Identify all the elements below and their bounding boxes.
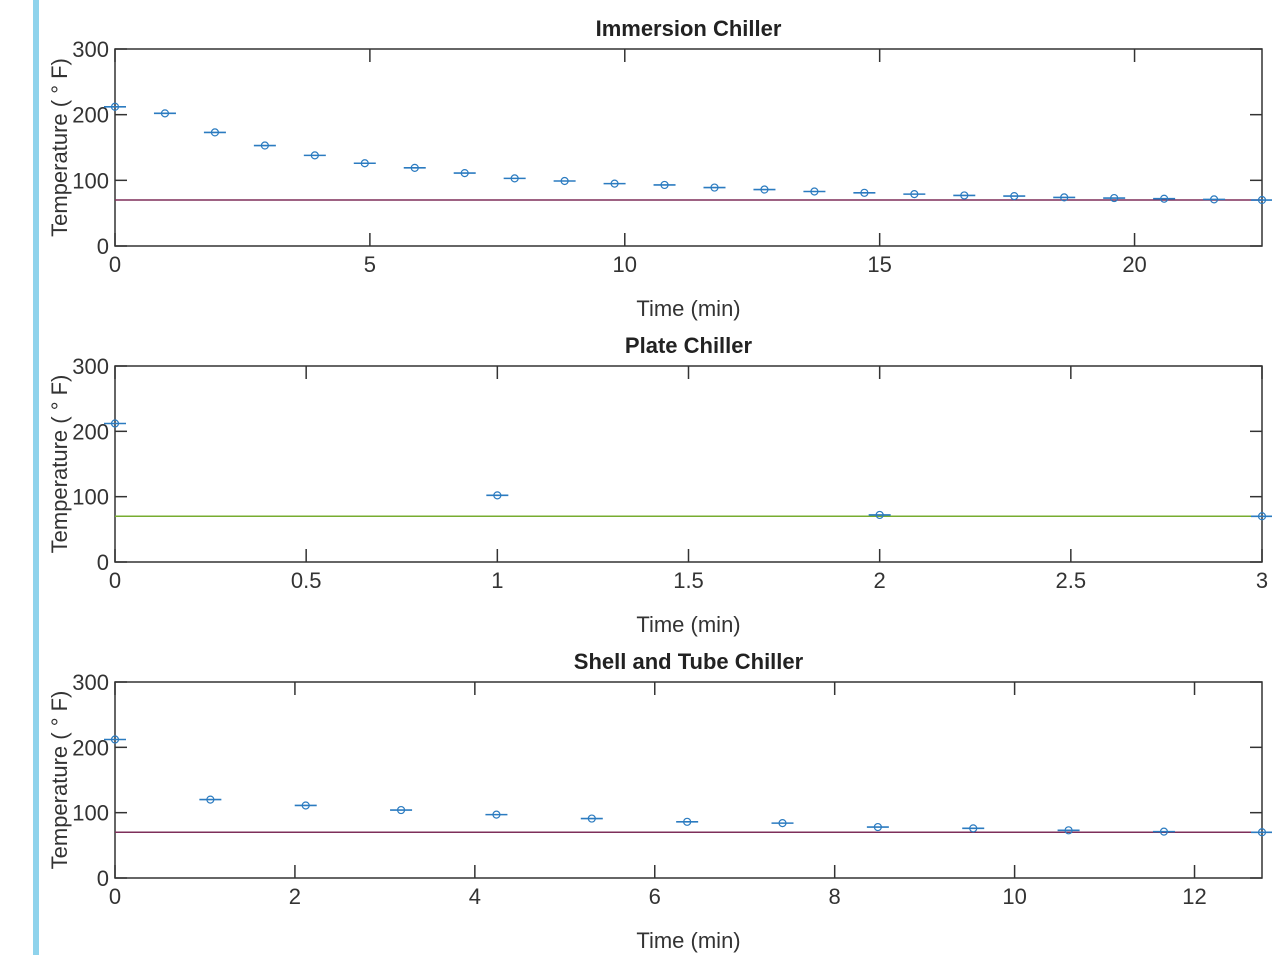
data-point bbox=[860, 188, 869, 197]
y-tick-label: 200 bbox=[72, 735, 109, 760]
plot-frame-2 bbox=[114, 365, 1263, 563]
data-point bbox=[660, 180, 669, 190]
x-tick-label: 0.5 bbox=[291, 568, 322, 593]
y-tick-label: 200 bbox=[72, 419, 109, 444]
x-tick-label: 20 bbox=[1122, 252, 1146, 277]
data-point bbox=[560, 176, 569, 186]
x-tick-label: 0 bbox=[109, 568, 121, 593]
x-tick-label: 5 bbox=[364, 252, 376, 277]
data-point bbox=[396, 805, 406, 815]
data-point bbox=[1060, 193, 1069, 202]
y-tick-label: 0 bbox=[97, 866, 109, 891]
data-point bbox=[210, 128, 220, 137]
y-tick-label: 0 bbox=[97, 550, 109, 575]
data-point bbox=[810, 187, 819, 196]
x-tick-label: 6 bbox=[649, 884, 661, 909]
x-tick-label: 4 bbox=[469, 884, 481, 909]
chart-title-1: Immersion Chiller bbox=[596, 16, 782, 41]
data-point bbox=[1257, 828, 1267, 837]
x-tick-label: 10 bbox=[1002, 884, 1026, 909]
data-point bbox=[1110, 193, 1119, 203]
y-tick-label: 0 bbox=[97, 234, 109, 259]
x-tick-label: 0 bbox=[109, 884, 121, 909]
data-point bbox=[1010, 191, 1019, 201]
data-point bbox=[110, 102, 120, 111]
chart-title-3: Shell and Tube Chiller bbox=[574, 649, 804, 674]
data-point bbox=[1064, 826, 1073, 835]
data-point bbox=[1257, 512, 1267, 521]
y-tick-label: 300 bbox=[72, 670, 109, 695]
chart-title-2: Plate Chiller bbox=[625, 333, 753, 358]
y-axis-label-1: Temperature ( ° F) bbox=[47, 58, 72, 237]
y-axis-label-2: Temperature ( ° F) bbox=[47, 375, 72, 554]
y-tick-label: 100 bbox=[72, 801, 109, 826]
data-point bbox=[410, 163, 419, 172]
data-point bbox=[760, 185, 769, 194]
y-tick-label: 300 bbox=[72, 37, 109, 62]
x-tick-label: 0 bbox=[109, 252, 121, 277]
data-point bbox=[110, 419, 120, 428]
data-point bbox=[1209, 195, 1219, 204]
data-point bbox=[206, 795, 215, 804]
accent-side-bar bbox=[33, 0, 39, 955]
data-point bbox=[160, 109, 170, 118]
y-tick-label: 200 bbox=[72, 103, 109, 128]
x-axis-label-1: Time (min) bbox=[636, 296, 740, 321]
data-point bbox=[493, 491, 502, 500]
x-tick-label: 1 bbox=[491, 568, 503, 593]
data-point bbox=[587, 814, 596, 823]
data-point bbox=[1159, 827, 1169, 836]
y-tick-label: 300 bbox=[72, 354, 109, 379]
data-point bbox=[492, 810, 501, 819]
data-point bbox=[778, 819, 787, 828]
data-point bbox=[460, 169, 469, 178]
plot-frame-1 bbox=[114, 48, 1263, 247]
x-tick-label: 2 bbox=[289, 884, 301, 909]
x-tick-label: 10 bbox=[613, 252, 637, 277]
data-point bbox=[910, 190, 919, 199]
data-point bbox=[510, 174, 519, 183]
data-point bbox=[310, 151, 319, 160]
x-tick-label: 2.5 bbox=[1056, 568, 1087, 593]
y-axis-label-3: Temperature ( ° F) bbox=[47, 691, 72, 870]
data-point bbox=[960, 191, 969, 200]
data-point bbox=[873, 822, 882, 832]
data-point bbox=[1257, 195, 1267, 205]
data-point bbox=[683, 817, 692, 826]
data-point bbox=[360, 159, 369, 168]
plot-frame-3 bbox=[114, 681, 1263, 879]
x-tick-label: 8 bbox=[829, 884, 841, 909]
x-tick-label: 12 bbox=[1182, 884, 1206, 909]
x-axis-label-3: Time (min) bbox=[636, 928, 740, 953]
data-point bbox=[260, 141, 269, 150]
y-tick-label: 100 bbox=[72, 168, 109, 193]
data-point bbox=[969, 824, 978, 833]
x-axis-label-2: Time (min) bbox=[636, 612, 740, 637]
data-point bbox=[875, 510, 884, 520]
data-point bbox=[1160, 194, 1169, 203]
data-point bbox=[710, 183, 719, 192]
data-point bbox=[301, 801, 310, 810]
x-tick-label: 15 bbox=[867, 252, 891, 277]
x-tick-label: 1.5 bbox=[673, 568, 704, 593]
data-point bbox=[610, 179, 619, 188]
x-tick-label: 2 bbox=[874, 568, 886, 593]
y-tick-label: 100 bbox=[72, 485, 109, 510]
data-point bbox=[110, 735, 120, 744]
x-tick-label: 3 bbox=[1256, 568, 1268, 593]
